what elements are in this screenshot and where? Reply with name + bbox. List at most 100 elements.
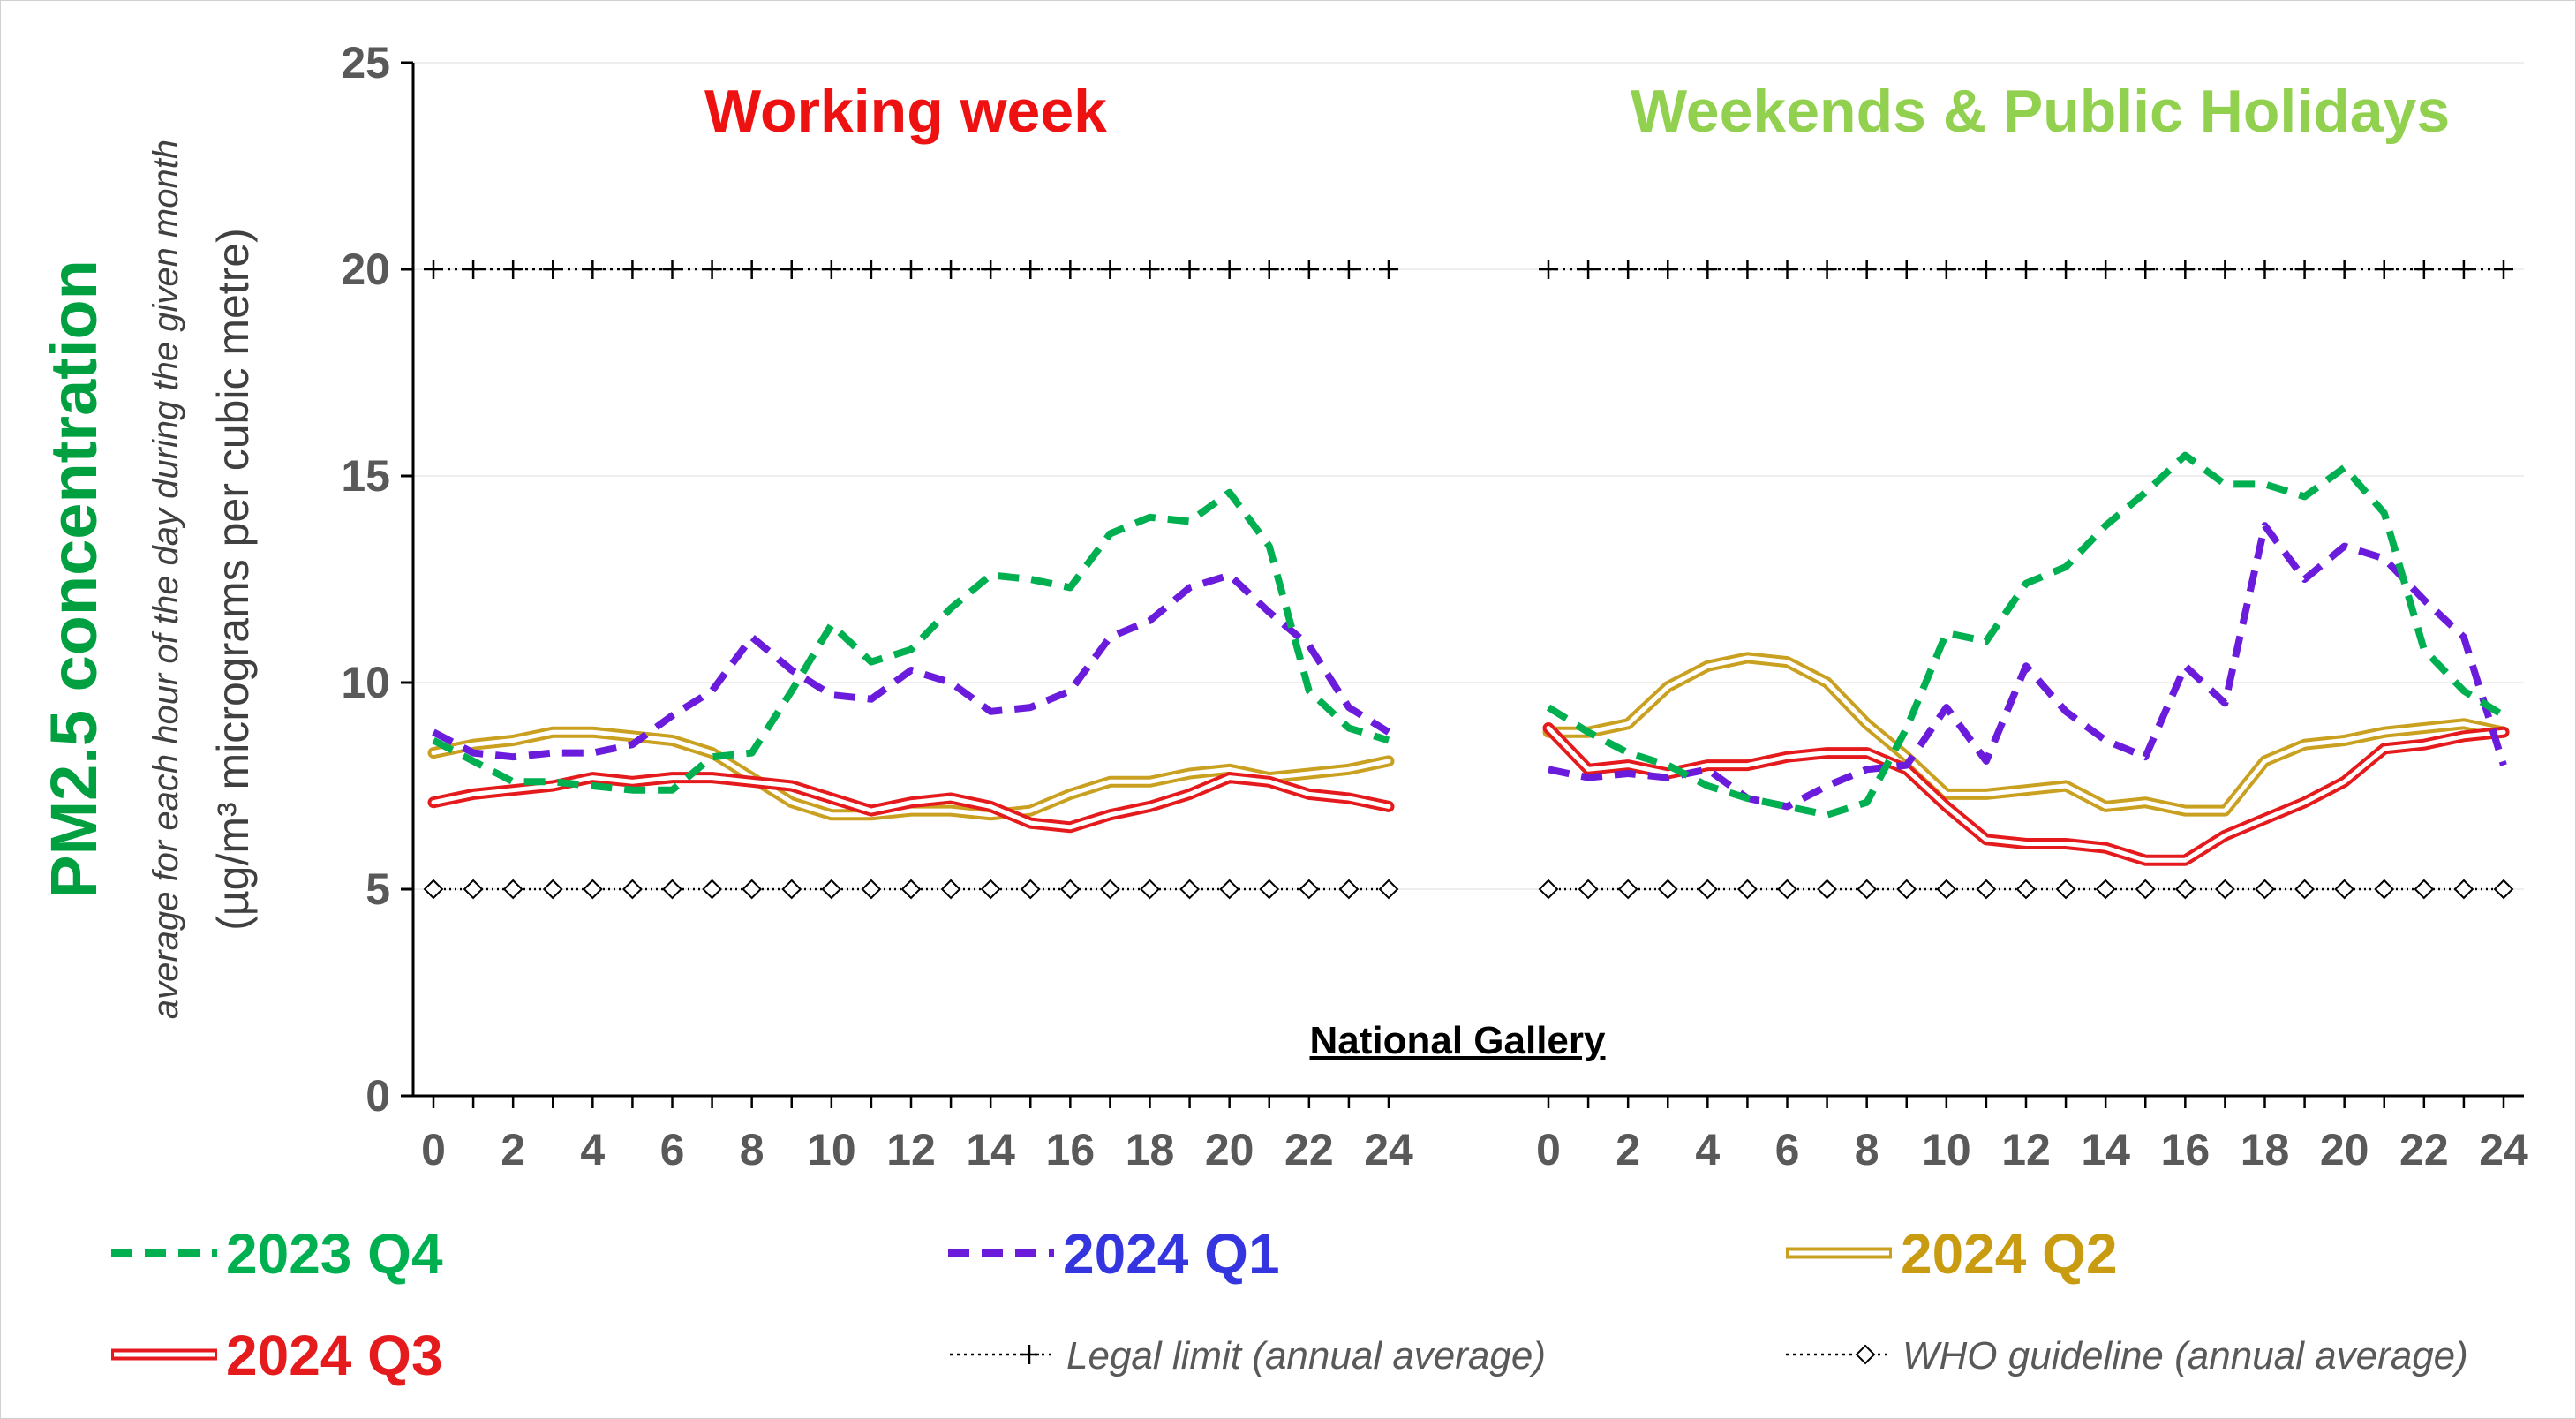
legal-limit-point <box>901 260 921 279</box>
legend-marker-plus <box>1020 1345 1039 1364</box>
who-guideline-point <box>1378 879 1399 900</box>
series-q1-2024-panel-2 <box>1548 522 2507 811</box>
legal-limit-point <box>2294 260 2315 279</box>
x-tick-label: 6 <box>660 1125 685 1174</box>
panel-title-working-week: Working week <box>704 78 1107 145</box>
series-q3-2024-panel-1-inner <box>431 775 1391 830</box>
legend-label-who: WHO guideline (annual average) <box>1902 1334 2468 1377</box>
who-guideline-point <box>1219 879 1240 900</box>
legal-limit-point <box>941 260 961 279</box>
x-tick-label: 24 <box>2479 1125 2528 1174</box>
legal-limit-point <box>1698 260 1718 279</box>
legal-limit-point <box>2453 260 2474 279</box>
x-tick-label: 4 <box>580 1125 605 1174</box>
legal-limit-point <box>1179 260 1200 279</box>
who-guideline-point <box>463 879 484 900</box>
who-guideline-point <box>582 879 603 900</box>
who-guideline-point <box>2493 879 2514 900</box>
legal-limit-point <box>1737 260 1758 279</box>
legal-limit-point <box>583 260 603 279</box>
legal-limit-point <box>2016 260 2036 279</box>
series-q2-2024-panel-1-inner <box>431 729 1391 818</box>
series-q2-2024-panel-2-inner <box>1546 655 2506 813</box>
x-tick-label: 14 <box>2081 1125 2130 1174</box>
x-tick-label: 8 <box>740 1125 765 1174</box>
legal-limit-point <box>702 260 722 279</box>
legal-limit-point <box>2334 260 2354 279</box>
who-guideline-point <box>781 879 802 900</box>
x-tick-label: 0 <box>421 1125 446 1174</box>
who-guideline-point <box>821 879 842 900</box>
who-guideline-point <box>1936 879 1957 900</box>
legal-limit-point <box>1539 260 1558 279</box>
who-guideline-point <box>1578 879 1599 900</box>
who-guideline-point <box>2015 879 2037 900</box>
legal-limit-point <box>1021 260 1041 279</box>
x-tick-label: 12 <box>886 1125 936 1174</box>
legend-label-q3_2024: 2024 Q3 <box>226 1324 443 1387</box>
who-guideline-point <box>940 879 961 900</box>
y-tick-label: 25 <box>341 38 390 87</box>
legal-limit-point <box>1100 260 1120 279</box>
who-guideline-point <box>1259 879 1280 900</box>
x-tick-label: 12 <box>2001 1125 2051 1174</box>
who-guideline-point <box>2374 879 2395 900</box>
x-tick-label: 14 <box>966 1125 1015 1174</box>
panel-title-weekends: Weekends & Public Holidays <box>1631 78 2450 145</box>
legend-label-legal: Legal limit (annual average) <box>1066 1334 1546 1377</box>
legal-limit-point <box>424 260 443 279</box>
legal-limit-point <box>1936 260 1956 279</box>
who-guideline-point <box>2294 879 2315 900</box>
who-guideline-point <box>2334 879 2355 900</box>
legal-limit-point <box>1817 260 1837 279</box>
who-guideline-point <box>662 879 682 900</box>
y-axis-subtitle: average for each hour of the day during … <box>147 140 185 1019</box>
legend-label-q4_2023: 2023 Q4 <box>226 1222 443 1286</box>
who-guideline-point <box>1538 879 1559 900</box>
who-guideline-point <box>1299 879 1320 900</box>
series-q2-2024-panel-2 <box>1542 652 2510 817</box>
who-guideline-point <box>2135 879 2156 900</box>
legal-limit-point <box>1259 260 1279 279</box>
who-guideline-point <box>2174 879 2196 900</box>
legal-limit-point <box>1299 260 1319 279</box>
who-guideline-point <box>2255 879 2275 900</box>
legal-limit-point <box>1219 260 1239 279</box>
x-tick-label: 10 <box>807 1125 856 1174</box>
who-guideline-point <box>1020 879 1041 900</box>
legal-limit-point <box>1857 260 1877 279</box>
y-tick-label: 10 <box>341 658 390 707</box>
who-guideline-point <box>1857 879 1878 900</box>
legal-limit-point <box>2374 260 2394 279</box>
who-guideline-point <box>900 879 922 900</box>
y-tick-label: 5 <box>365 864 390 914</box>
x-tick-label: 22 <box>1284 1125 1334 1174</box>
legal-limit-point <box>1618 260 1638 279</box>
who-guideline-point <box>622 879 643 900</box>
who-guideline-point <box>1896 879 1917 900</box>
legend-label-q1_2024: 2024 Q1 <box>1063 1222 1280 1286</box>
x-tick-label: 18 <box>1126 1125 1175 1174</box>
who-guideline-point <box>702 879 722 900</box>
x-tick-label: 16 <box>1046 1125 1096 1174</box>
x-tick-label: 2 <box>1616 1125 1640 1174</box>
legend-marker-diamond <box>1855 1344 1876 1365</box>
who-guideline-point <box>861 879 882 900</box>
who-guideline-point <box>1338 879 1360 900</box>
x-tick-label: 8 <box>1855 1125 1879 1174</box>
legal-limit-point <box>622 260 643 279</box>
who-guideline-point <box>423 879 444 900</box>
legal-limit-point <box>2494 260 2513 279</box>
legal-limit-point <box>503 260 523 279</box>
legal-limit-point <box>1976 260 1996 279</box>
series-q4-2023-panel-1 <box>432 488 1390 794</box>
x-tick-label: 20 <box>2320 1125 2369 1174</box>
y-tick-label: 15 <box>341 451 390 501</box>
legal-limit-point <box>821 260 841 279</box>
x-tick-label: 6 <box>1775 1125 1800 1174</box>
who-guideline-point <box>2095 879 2116 900</box>
y-axis-unit: (µg/m³ micrograms per cubic metre) <box>208 228 258 931</box>
legal-limit-point <box>543 260 563 279</box>
